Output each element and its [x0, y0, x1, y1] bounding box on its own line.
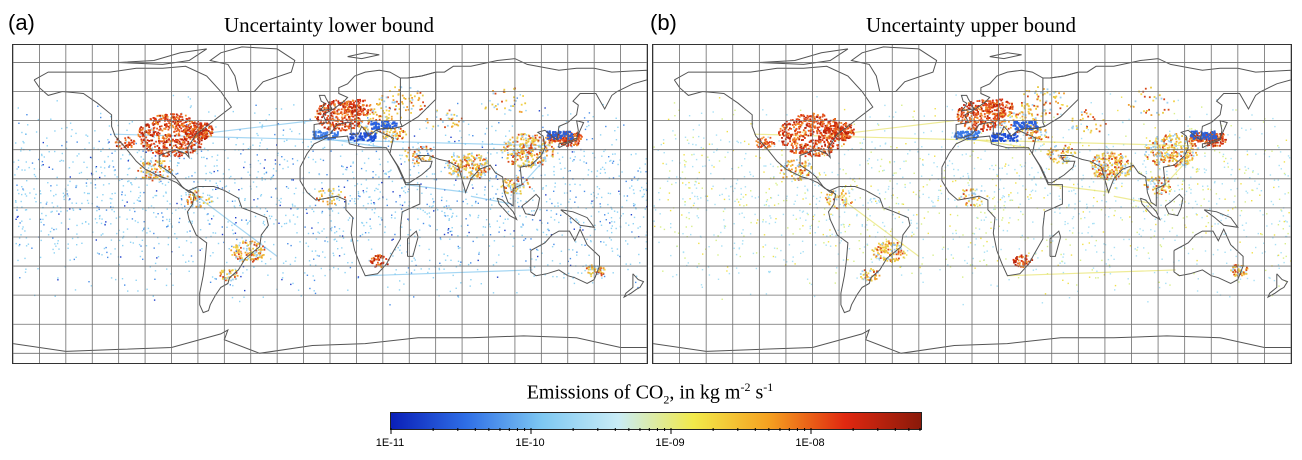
colorbar-tick-label-1: 1E-11: [375, 437, 405, 449]
world-map-lower: [13, 45, 647, 363]
panel-b-letter: (b): [650, 10, 677, 35]
colorbar-tick-label-4: 1E-08: [795, 437, 825, 449]
colorbar-ticks: [390, 428, 921, 434]
panel-a-title: Uncertainty lower bound: [224, 13, 434, 37]
panel-b-title: Uncertainty upper bound: [866, 13, 1076, 37]
colorbar-tick-label-3: 1E-09: [655, 437, 685, 449]
panel-a-letter: (a): [8, 10, 35, 35]
colorbar-title: Emissions of CO2, in kg m-2 s-1: [526, 380, 774, 407]
world-map-upper: [653, 45, 1291, 363]
colorbar-tick-label-2: 1E-10: [515, 437, 545, 449]
map-lower-bound: [12, 44, 648, 364]
map-upper-bound: [652, 44, 1292, 364]
colorbar: [390, 412, 922, 430]
